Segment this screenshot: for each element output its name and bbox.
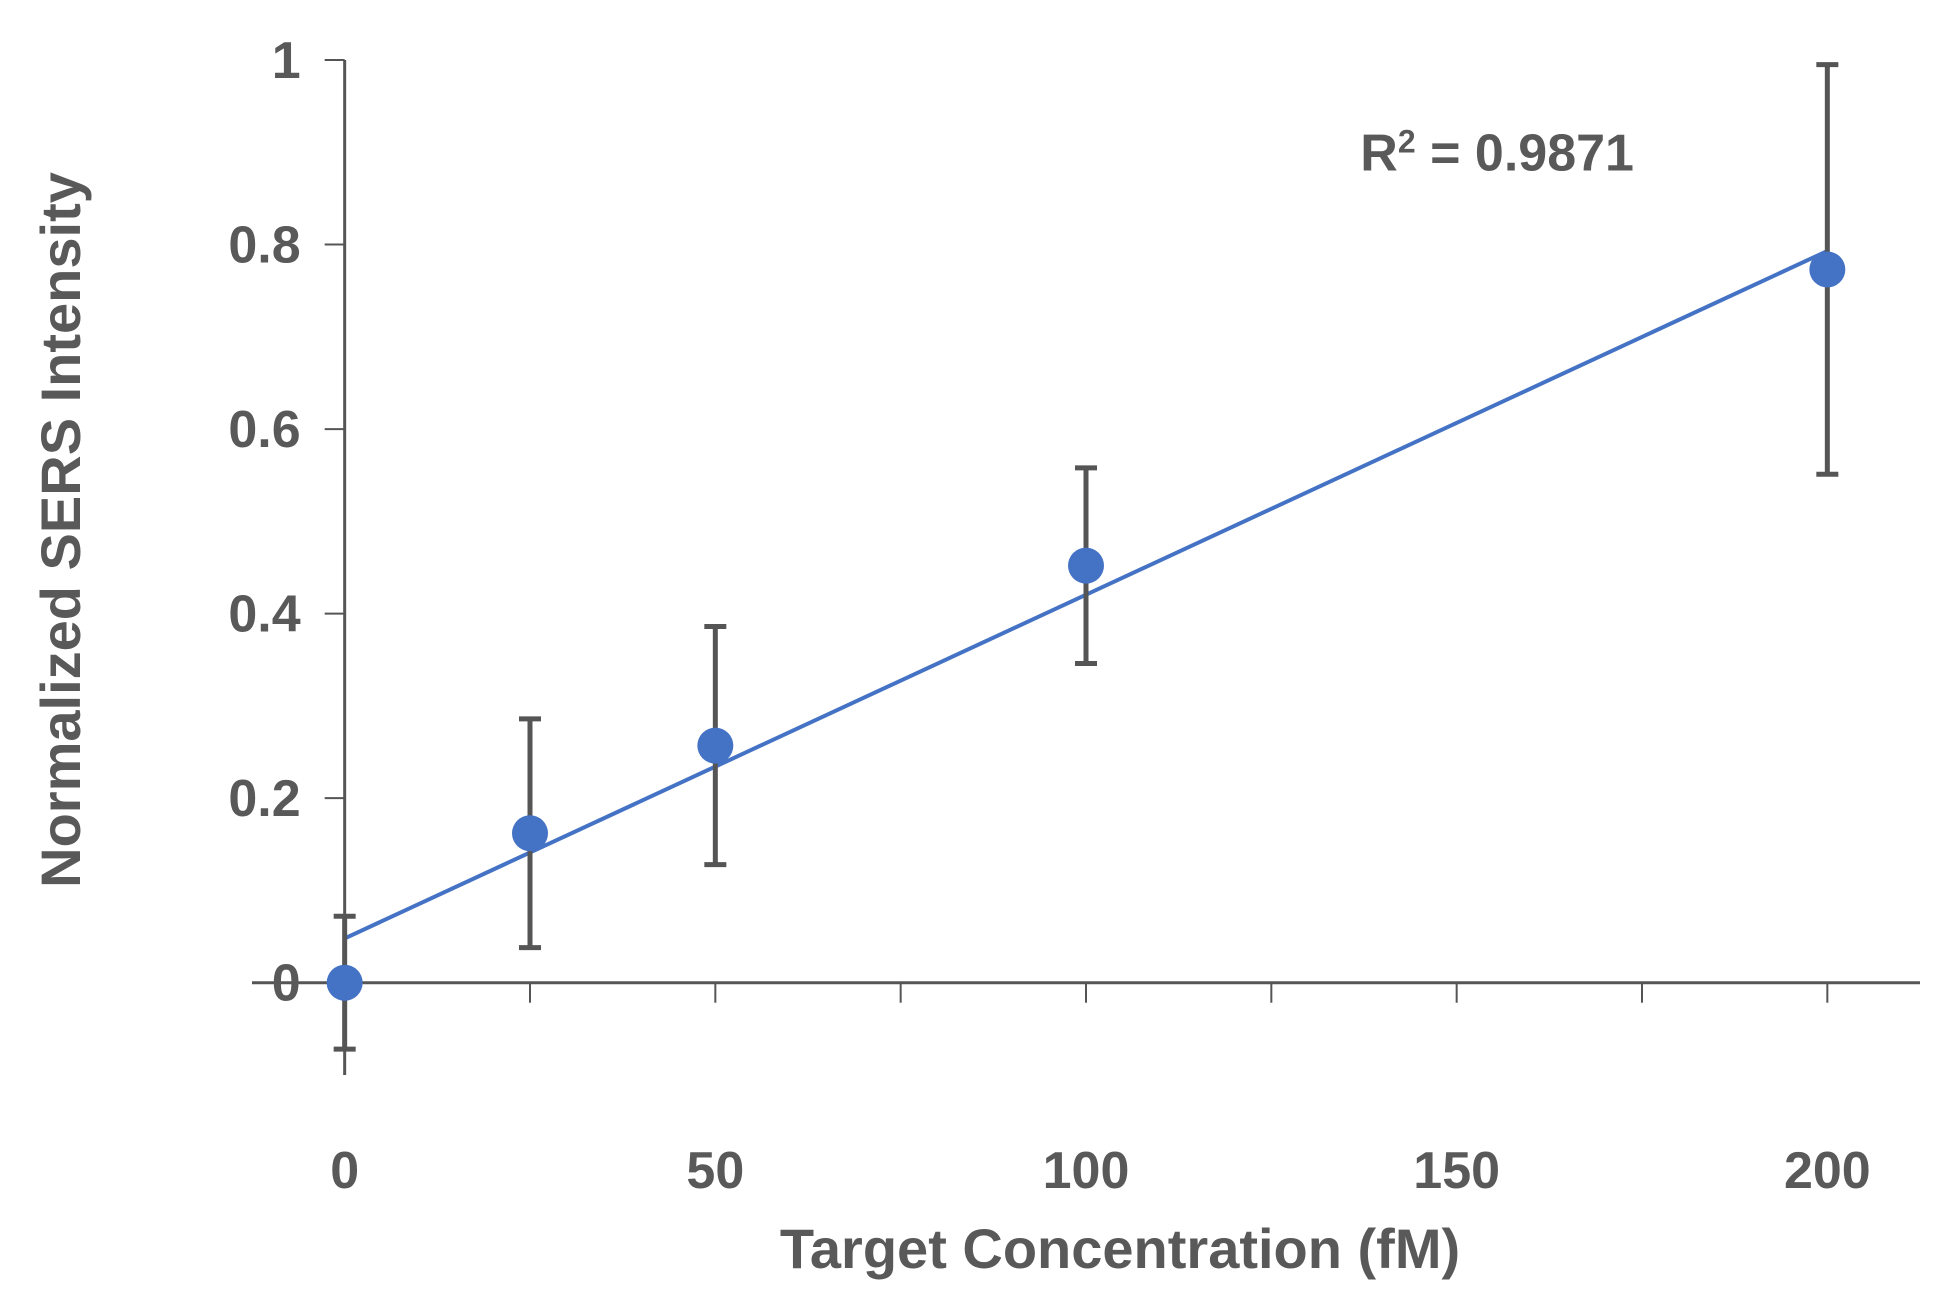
x-tick-label: 150	[1413, 1142, 1500, 1200]
data-point	[697, 727, 734, 764]
data-point	[1068, 547, 1104, 584]
y-tick-label: 0.8	[228, 217, 300, 275]
data-points-group	[326, 251, 1846, 1001]
x-ticks-group	[343, 982, 1829, 1003]
r-squared-annotation: R2 = 0.9871	[1360, 124, 1634, 183]
r-squared-superscript: 2	[1398, 124, 1416, 160]
x-tick-label: 100	[1043, 1142, 1130, 1200]
data-point	[1809, 251, 1846, 288]
y-tick-label: 0	[272, 955, 301, 1013]
y-tick-label: 0.2	[228, 770, 300, 828]
x-tick-label: 50	[686, 1142, 744, 1200]
y-ticks-group	[324, 59, 345, 984]
data-point	[512, 815, 548, 852]
x-axis-title: Target Concentration (fM)	[780, 1217, 1460, 1280]
r-squared-main: R	[1360, 125, 1398, 183]
x-tick-label: 200	[1784, 1142, 1871, 1200]
y-tick-label: 0.4	[228, 586, 300, 644]
x-tick-labels-group: 0 50 100 150 200	[330, 1142, 1871, 1200]
r-squared-value: = 0.9871	[1416, 125, 1634, 183]
y-tick-labels-group: 0 0.2 0.4 0.6 0.8 1	[228, 32, 300, 1013]
y-tick-label: 1	[272, 32, 301, 90]
y-axis-title: Normalized SERS Intensity	[29, 172, 92, 888]
x-tick-label: 0	[330, 1142, 359, 1200]
y-tick-label: 0.6	[228, 401, 300, 459]
data-point	[326, 964, 363, 1001]
